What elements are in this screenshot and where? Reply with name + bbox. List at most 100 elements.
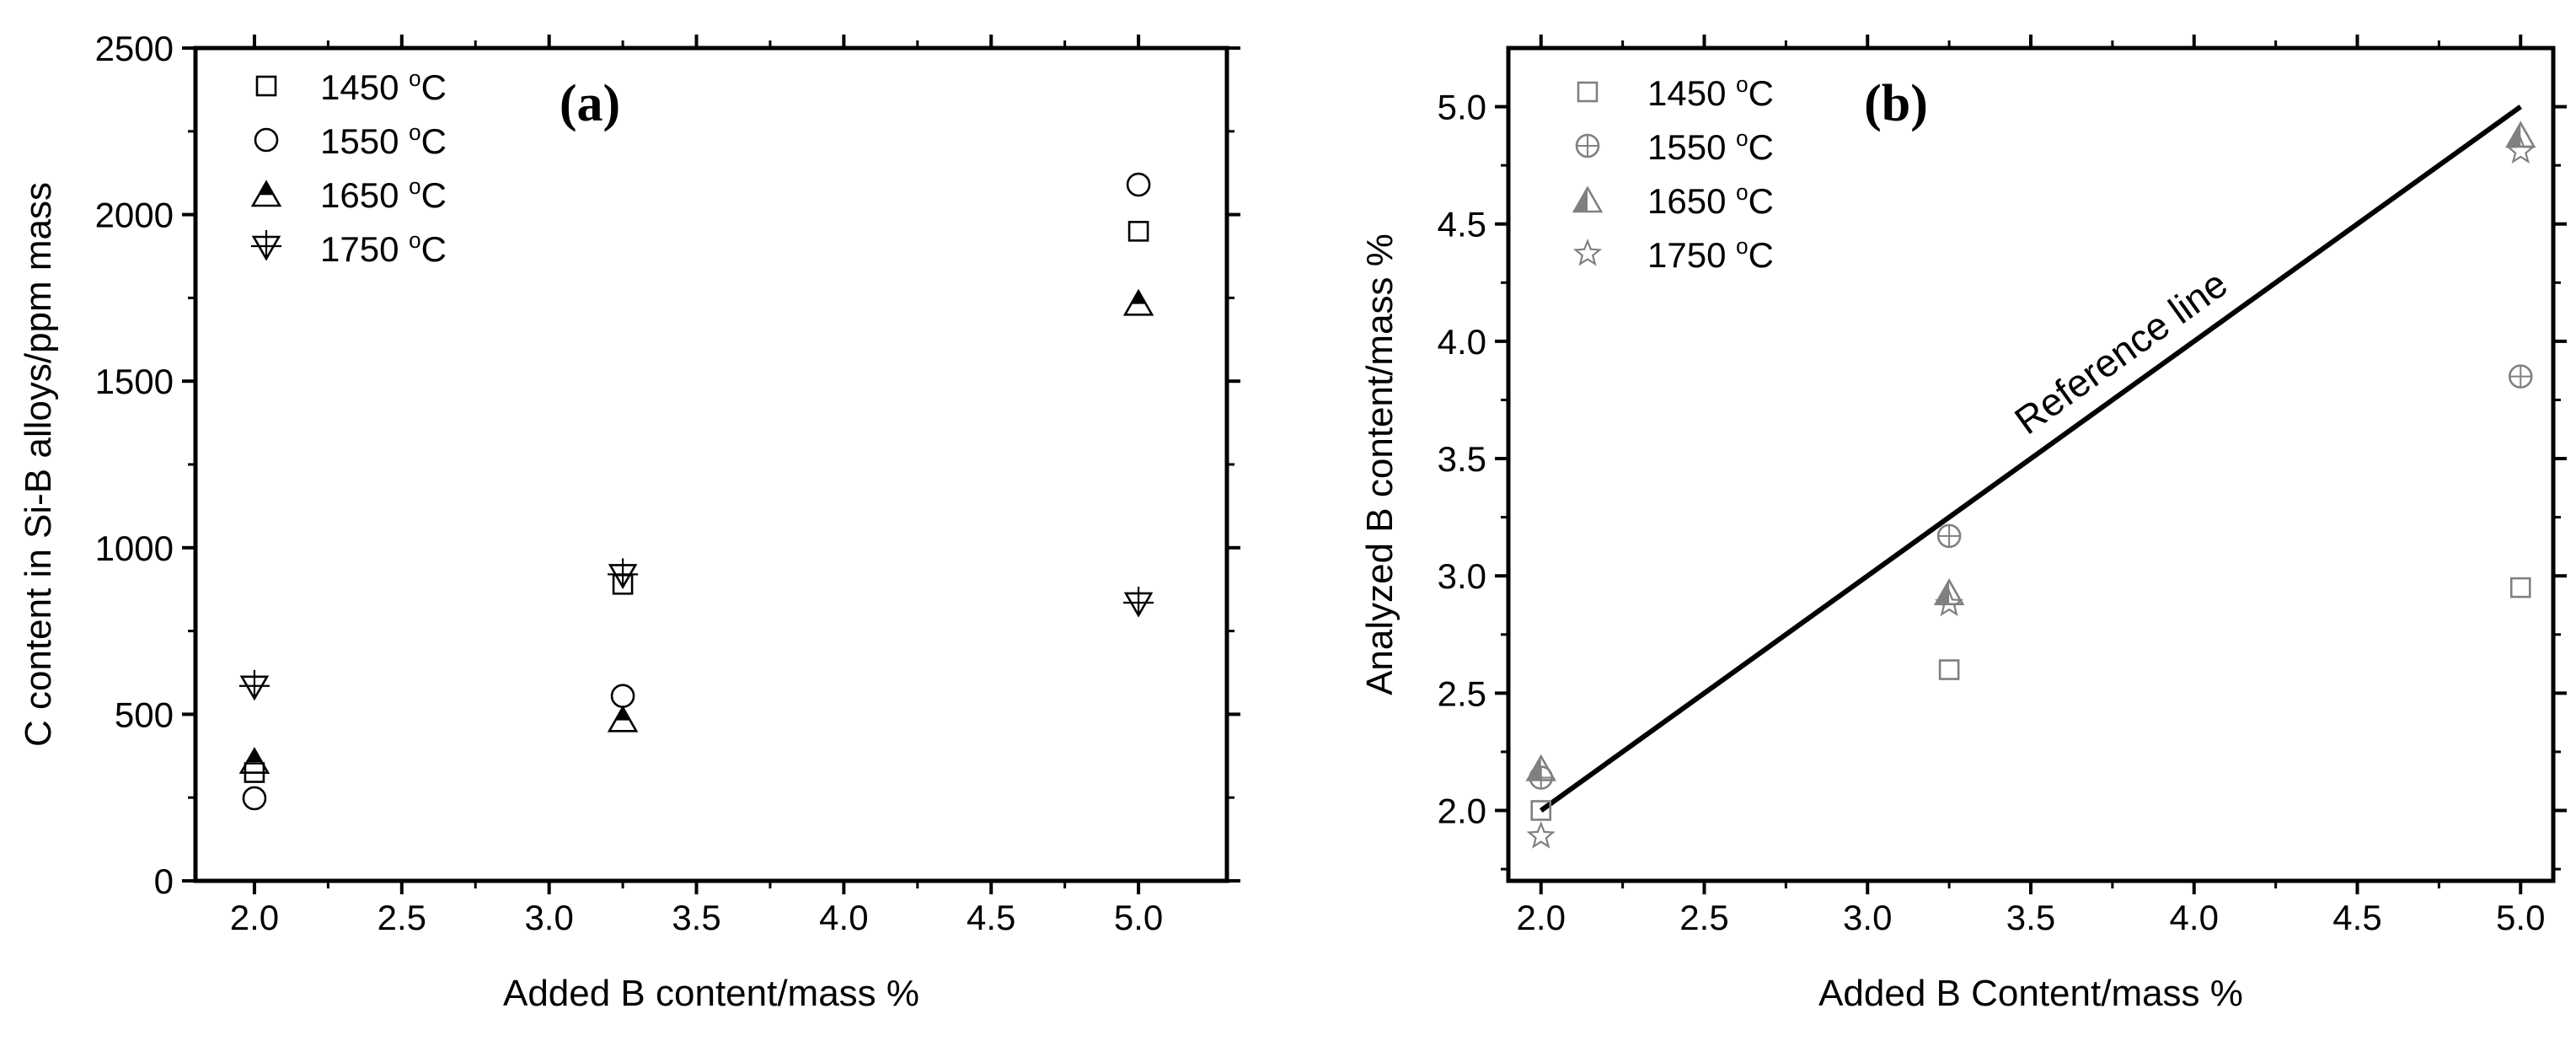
series-3 bbox=[238, 558, 1154, 701]
legend-marker bbox=[1572, 185, 1604, 213]
x-axis-label: Added B Content/mass % bbox=[1818, 973, 2243, 1014]
legend-marker bbox=[255, 75, 277, 97]
data-point bbox=[607, 705, 639, 732]
data-point bbox=[608, 558, 639, 589]
legend-label: 1650 oC bbox=[1647, 180, 1774, 221]
legend-marker bbox=[251, 230, 281, 261]
data-point bbox=[1126, 172, 1151, 197]
x-tick-label: 4.0 bbox=[2170, 898, 2219, 937]
y-tick-label: 3.0 bbox=[1438, 556, 1486, 596]
y-tick-label: 2500 bbox=[95, 29, 174, 68]
data-point-shape bbox=[1526, 821, 1556, 849]
data-point-fill bbox=[616, 707, 630, 720]
legend-label: 1750 oC bbox=[1647, 233, 1774, 275]
data-point bbox=[1123, 586, 1154, 618]
y-tick-label: 2.0 bbox=[1438, 791, 1486, 831]
series-2 bbox=[238, 288, 1154, 775]
chart-panel-a: 2.0 2.5 3.0 3.5 4.0 4.5 5.0 0 500 1000 1500 2000 250… bbox=[18, 29, 1240, 1014]
x-tick-label: 3.5 bbox=[2006, 898, 2055, 937]
x-tick-label: 3.0 bbox=[524, 898, 573, 937]
panel-label: (b) bbox=[1864, 75, 1928, 132]
data-point bbox=[1122, 288, 1154, 316]
x-tick-label: 3.0 bbox=[1843, 898, 1892, 937]
data-point bbox=[1936, 523, 1962, 549]
y-tick-label: 4.5 bbox=[1438, 205, 1486, 244]
data-point bbox=[2509, 577, 2531, 598]
data-point-shape bbox=[242, 786, 267, 811]
y-axis-label: C content in Si-B alloys/ppm mass bbox=[18, 182, 59, 747]
data-point bbox=[2508, 364, 2533, 389]
legend-label: 1750 oC bbox=[320, 228, 447, 269]
data-point bbox=[242, 786, 267, 811]
y-tick-label: 3.5 bbox=[1438, 439, 1486, 479]
data-point bbox=[2506, 136, 2536, 164]
data-point bbox=[2505, 121, 2536, 148]
legend-label: 1450 oC bbox=[320, 66, 447, 107]
y-tick-label: 1000 bbox=[95, 529, 174, 568]
legend-label: 1650 oC bbox=[320, 174, 447, 215]
y-tick-label: 2000 bbox=[95, 196, 174, 235]
x-tick-label: 5.0 bbox=[2496, 898, 2545, 937]
legend-marker bbox=[254, 127, 279, 153]
legend-marker-shape bbox=[1577, 81, 1599, 103]
legend: 1450 oC 1550 oC 1650 oC 1750 oC bbox=[250, 66, 447, 269]
x-tick-label: 3.5 bbox=[672, 898, 720, 937]
data-point bbox=[238, 669, 270, 701]
legend-marker-shape bbox=[254, 127, 279, 153]
data-point bbox=[1938, 659, 1960, 680]
legend-marker bbox=[250, 180, 282, 207]
data-point-shape bbox=[1127, 221, 1149, 242]
y-tick-label: 500 bbox=[115, 695, 174, 734]
legend-label: 1550 oC bbox=[320, 120, 447, 161]
reference-line bbox=[1539, 105, 2523, 813]
data-point-shape bbox=[1935, 588, 1964, 617]
legend-marker bbox=[1577, 81, 1599, 103]
legend-label: 1550 oC bbox=[1647, 126, 1774, 167]
data-point-outline bbox=[2505, 121, 2536, 148]
x-tick-label: 4.5 bbox=[967, 898, 1015, 937]
panel-label: (a) bbox=[560, 75, 620, 132]
legend-marker-shape bbox=[255, 75, 277, 97]
y-axis-label: Analyzed B content/mass % bbox=[1359, 233, 1400, 695]
legend-marker-fill bbox=[260, 182, 273, 194]
x-tick-label: 5.0 bbox=[1114, 898, 1163, 937]
x-tick-label: 4.0 bbox=[819, 898, 868, 937]
data-point-shape bbox=[2506, 136, 2536, 164]
data-point-shape bbox=[2509, 577, 2531, 598]
series-0 bbox=[244, 221, 1149, 783]
x-tick-label: 2.5 bbox=[1679, 898, 1728, 937]
series-3 bbox=[1526, 136, 2536, 849]
y-tick-label: 2.5 bbox=[1438, 673, 1486, 713]
legend-marker-shape bbox=[1572, 238, 1603, 266]
legend-marker-outline bbox=[1572, 185, 1604, 213]
y-tick-label: 4.0 bbox=[1438, 322, 1486, 362]
y-tick-label: 5.0 bbox=[1438, 88, 1486, 127]
data-point bbox=[1526, 821, 1556, 849]
data-point-outline bbox=[1933, 578, 1965, 605]
data-point-shape bbox=[1530, 800, 1552, 821]
legend: 1450 oC 1550 oC 1650 oC 1750 oC bbox=[1572, 72, 1774, 275]
chart-panel-b: 2.0 2.5 3.0 3.5 4.0 4.5 5.0 2.0 2.5 3.0 3.5 4.0 4.5 5… bbox=[1359, 35, 2567, 1014]
data-point bbox=[1525, 754, 1556, 781]
series-0 bbox=[1530, 577, 2531, 821]
data-point-shape bbox=[1126, 172, 1151, 197]
y-tick-label: 0 bbox=[154, 861, 174, 901]
plot-frame bbox=[193, 46, 1229, 883]
x-axis-label: Added B content/mass % bbox=[503, 973, 919, 1014]
legend-marker bbox=[1572, 238, 1603, 266]
legend-marker bbox=[1575, 133, 1600, 158]
data-point bbox=[1127, 221, 1149, 242]
plot-frame bbox=[1506, 46, 2556, 883]
data-point bbox=[610, 684, 635, 708]
data-point bbox=[238, 747, 270, 775]
data-point-fill bbox=[247, 749, 261, 761]
data-point-outline bbox=[1525, 754, 1556, 781]
data-point-fill bbox=[1132, 291, 1146, 303]
x-tick-label: 4.5 bbox=[2332, 898, 2381, 937]
x-tick-label: 2.0 bbox=[230, 898, 279, 937]
series-1 bbox=[242, 172, 1151, 811]
y-tick-label: 1500 bbox=[95, 362, 174, 401]
x-tick-label: 2.5 bbox=[378, 898, 426, 937]
